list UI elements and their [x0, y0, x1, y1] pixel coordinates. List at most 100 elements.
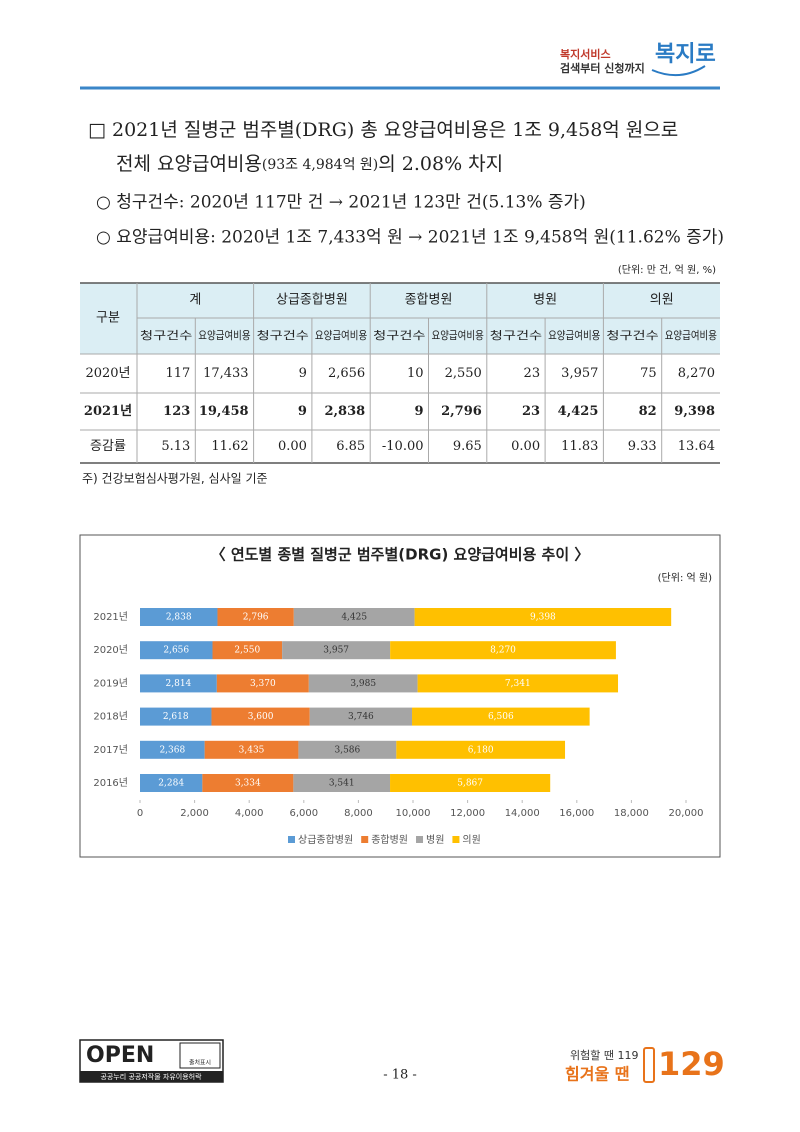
chart-unit: (단위: 억 원)	[658, 571, 712, 584]
table-cell: 13.64	[678, 439, 715, 454]
table-cell: -10.00	[382, 439, 424, 454]
table-subheader: 요양급여비용	[432, 329, 484, 342]
y-tick-label: 2017년	[93, 744, 128, 756]
table-cell: 0.00	[511, 439, 540, 454]
data-label: 3,435	[239, 745, 265, 755]
x-tick-label: 0	[137, 808, 143, 819]
text: (93조 4,984억 원)	[262, 157, 378, 173]
data-label: 6,180	[468, 745, 494, 755]
bar-segment	[202, 774, 294, 792]
bar-segment	[212, 641, 283, 660]
text: 전체 요양급여비용	[116, 153, 262, 175]
table-cell: 9,398	[674, 404, 715, 419]
y-tick-label: 2020년	[93, 644, 128, 656]
table-subheader: 요양급여비용	[198, 329, 250, 342]
table-cell: 3,957	[561, 366, 598, 381]
data-label: 2,618	[163, 712, 189, 722]
page-number: - 18 -	[383, 1068, 417, 1083]
table-subheader: 요양급여비용	[665, 329, 717, 342]
table-header: 의원	[650, 293, 674, 308]
bar-segment	[140, 641, 213, 660]
table-cell: 2,838	[324, 404, 365, 419]
table-subheader: 청구건수	[373, 329, 425, 342]
x-tick-label: 12,000	[450, 808, 485, 819]
table-cell: 2,656	[328, 366, 365, 381]
table-cell: 5.13	[161, 439, 190, 454]
bar-segment	[390, 774, 551, 792]
table-subheader: 요양급여비용	[548, 329, 600, 342]
phone-icon	[643, 1047, 655, 1083]
bar-segment	[414, 608, 672, 626]
table-cell: 2020년	[85, 366, 130, 381]
hotline-number: 129	[658, 1045, 725, 1083]
open-badge-box	[179, 1042, 221, 1069]
table-cell: 4,425	[558, 404, 599, 419]
table-cell: 82	[639, 404, 657, 419]
bar-segment	[140, 774, 203, 792]
data-label: 4,425	[341, 613, 367, 623]
open-text: OPEN	[86, 1043, 154, 1068]
bar-segment	[412, 707, 590, 726]
x-tick-label: 6,000	[289, 808, 318, 819]
bullet: ○ 요양급여비용: 2020년 1조 7,433억 원 → 2021년 1조 9…	[96, 228, 724, 248]
data-label: 2,368	[159, 745, 185, 755]
bar-segment	[140, 608, 218, 626]
table-note: 주) 건강보험심사평가원, 심사일 기준	[82, 472, 268, 486]
legend-swatch	[416, 836, 424, 843]
table-cell: 19,458	[199, 404, 249, 419]
data-label: 2,838	[166, 613, 192, 623]
data-label: 5,867	[457, 779, 483, 789]
bar-segment	[211, 707, 310, 726]
logo-brand: 복지로	[655, 42, 716, 67]
bar-segment	[140, 707, 212, 726]
table-subheader: 청구건수	[257, 329, 309, 342]
data-label: 2,814	[166, 679, 192, 689]
data-label: 6,506	[488, 712, 514, 722]
y-tick-label: 2019년	[93, 677, 128, 689]
data-label: 2,284	[158, 779, 184, 789]
table-header: 상급종합병원	[276, 293, 348, 308]
table-cell: 23	[524, 366, 541, 381]
x-tick-label: 8,000	[344, 808, 373, 819]
bar-segment	[216, 674, 309, 693]
legend-swatch	[288, 836, 295, 843]
data-label: 8,270	[490, 646, 516, 656]
bar-segment	[390, 641, 616, 660]
table-header: 병원	[533, 293, 557, 308]
open-caption-bar	[80, 1071, 223, 1082]
table-cell: 9.33	[628, 439, 657, 454]
x-tick-label: 14,000	[505, 808, 540, 819]
bar-segment	[293, 608, 415, 626]
table-cell: 17,433	[203, 366, 249, 381]
data-label: 2,656	[163, 646, 189, 656]
summary-line: □ 2021년 질병군 범주별(DRG) 총 요양급여비용은 1조 9,458억…	[88, 119, 678, 141]
table-cell: 9	[299, 366, 307, 381]
table-cell: 11.62	[211, 439, 248, 454]
table-cell: 증감률	[90, 439, 126, 454]
bar-segment	[396, 740, 566, 759]
table-subheader: 요양급여비용	[315, 329, 367, 342]
data-label: 3,600	[248, 712, 274, 722]
x-tick-label: 4,000	[235, 808, 264, 819]
legend-swatch	[361, 836, 369, 843]
bar-segment	[293, 774, 391, 792]
table-cell: 2021년	[84, 404, 132, 419]
data-label: 9,398	[530, 613, 556, 623]
x-tick-label: 18,000	[614, 808, 649, 819]
bar-segment	[282, 641, 391, 660]
chart-frame	[79, 534, 721, 858]
legend-label: 의원	[462, 834, 480, 846]
x-tick-label: 16,000	[559, 808, 594, 819]
table-cell: 6.85	[336, 439, 365, 454]
table-cell: 75	[640, 366, 657, 381]
table-header: 계	[189, 293, 201, 308]
table-cell: 0.00	[278, 439, 307, 454]
data-label: 2,550	[234, 646, 260, 656]
table-cell: 11.83	[561, 439, 598, 454]
table-subheader: 청구건수	[606, 329, 658, 342]
table-cell: 23	[522, 404, 540, 419]
chart-title: 〈 연도별 종별 질병군 범주별(DRG) 요양급여비용 추이 〉	[211, 546, 590, 564]
